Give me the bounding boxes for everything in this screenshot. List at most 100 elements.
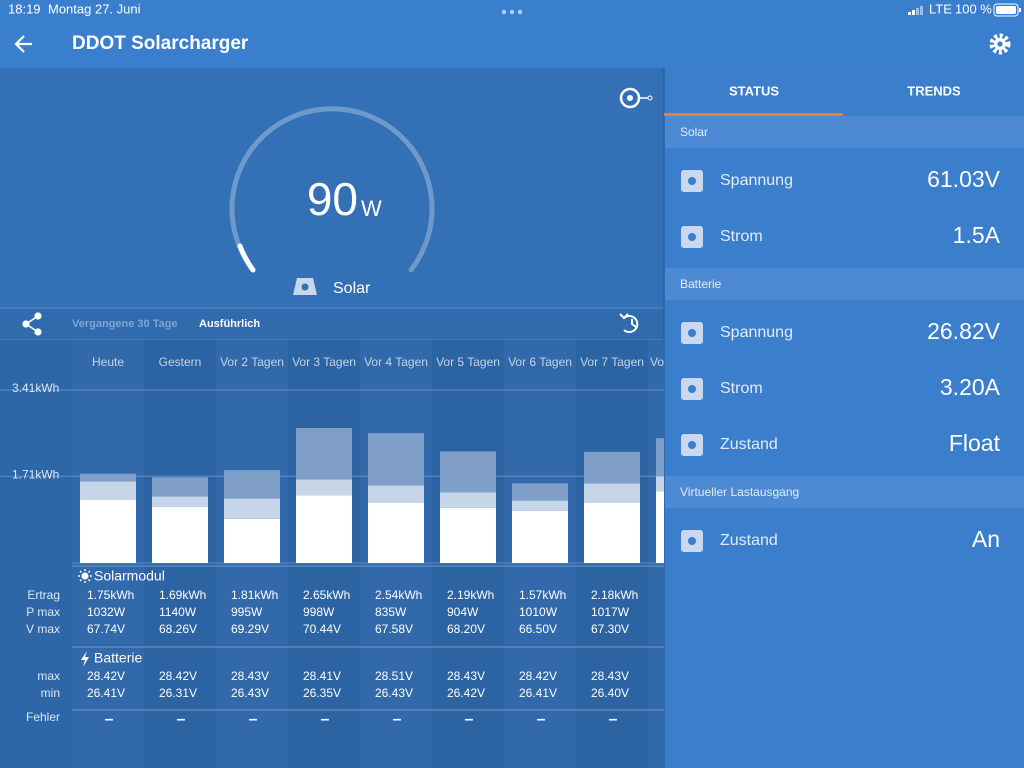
row-value: An <box>972 526 1000 552</box>
row-value: – <box>105 711 114 728</box>
row-value: 26.35V <box>303 686 341 700</box>
row-value: – <box>393 711 402 728</box>
bar-segment <box>368 502 424 563</box>
row-value: 1017W <box>591 605 630 619</box>
network: LTE <box>929 1 952 16</box>
day-label: Heute <box>92 355 124 369</box>
row-value: 1.57kWh <box>519 588 566 602</box>
bar-segment <box>80 473 136 482</box>
back-button[interactable] <box>14 35 32 53</box>
row-value: 68.26V <box>159 622 197 636</box>
row-value: 61.03V <box>927 166 1001 192</box>
row-label: Strom <box>720 228 763 245</box>
section-header <box>665 476 1024 508</box>
row-value: 28.42V <box>519 669 557 683</box>
row-value: 70.44V <box>303 622 341 636</box>
row-value: 28.51V <box>375 669 413 683</box>
bar-segment <box>440 507 496 563</box>
row-value: 835W <box>375 605 407 619</box>
row-label: min <box>41 686 60 700</box>
history-chart: 1.71kWh 3.41kWh Heute Gestern Vor 2 Tagen Vor… <box>0 340 664 768</box>
day-label: Vor 2 Tagen <box>220 355 284 369</box>
section-header <box>665 268 1024 300</box>
multitask-dots <box>501 9 523 15</box>
row-value: 1.5A <box>953 222 1001 248</box>
sun-rays <box>78 569 92 583</box>
row-label: Zustand <box>720 532 778 549</box>
bar-segment <box>152 506 208 563</box>
section-label: Batterie <box>94 650 142 666</box>
date: Montag 27. Juni <box>48 1 141 16</box>
row-value: – <box>177 711 186 728</box>
bar-segment <box>224 518 280 563</box>
row-value: 28.42V <box>87 669 125 683</box>
row-icon <box>681 170 703 192</box>
row-label: max <box>37 669 60 683</box>
row-value: – <box>609 711 618 728</box>
row-label: Spannung <box>720 324 793 341</box>
row-value: 66.50V <box>519 622 557 636</box>
row-icon <box>681 226 703 248</box>
bar-segment <box>296 428 352 480</box>
row-value: 26.40V <box>591 686 629 700</box>
bar-segment <box>656 491 664 563</box>
day-label: Vor 5 Tagen <box>436 355 500 369</box>
tab[interactable]: TRENDS <box>907 83 961 98</box>
row-icon <box>681 530 703 552</box>
row-value: 1.69kWh <box>159 588 206 602</box>
bar-segment <box>224 498 280 519</box>
bar-segment <box>440 451 496 493</box>
section-title: Solar <box>680 125 708 139</box>
bar-segment <box>656 476 664 492</box>
day-label: Vor 4 Tagen <box>364 355 428 369</box>
tab-30-days[interactable]: Vergangene 30 Tage <box>72 318 178 330</box>
section-title: Virtueller Lastausgang <box>680 485 799 499</box>
status-panel <box>664 68 1024 768</box>
bar-segment <box>296 479 352 496</box>
row-value: 26.42V <box>447 686 485 700</box>
bar-segment <box>80 499 136 563</box>
y-tick-label: 3.41kWh <box>12 381 59 395</box>
bar-segment <box>584 451 640 484</box>
gauge-unit: W <box>361 196 382 221</box>
gauge-fill <box>237 243 256 273</box>
row-value: – <box>321 711 330 728</box>
day-label: Vor 3 Tagen <box>292 355 356 369</box>
row-label: V max <box>26 622 60 636</box>
section-label: Solarmodul <box>94 568 165 584</box>
row-label: Strom <box>720 380 763 397</box>
row-label: Zustand <box>720 436 778 453</box>
bar-segment <box>80 481 136 500</box>
settings-button[interactable] <box>989 33 1011 55</box>
connection-icon[interactable] <box>619 87 653 109</box>
share-button[interactable] <box>22 312 42 336</box>
row-icon <box>681 434 703 456</box>
row-value: 2.18kWh <box>591 588 638 602</box>
bar-segment <box>152 496 208 507</box>
bar-segment <box>584 502 640 563</box>
signal-icon <box>908 6 923 15</box>
row-value: 67.74V <box>87 622 125 636</box>
row-value: 67.30V <box>591 622 629 636</box>
tab[interactable]: STATUS <box>729 83 779 98</box>
row-value: 2.65kWh <box>303 588 350 602</box>
section-title: Batterie <box>680 277 722 291</box>
day-label: Vor 7 Tagen <box>580 355 644 369</box>
row-value: 904W <box>447 605 479 619</box>
row-value: Float <box>949 430 1001 456</box>
row-label: P max <box>26 605 60 619</box>
row-value: 2.19kWh <box>447 588 494 602</box>
row-value: 2.54kWh <box>375 588 422 602</box>
icon-dot <box>688 537 696 545</box>
bar-segment <box>152 477 208 497</box>
row-value: 26.43V <box>231 686 269 700</box>
row-label: Ertrag <box>27 588 60 602</box>
y-tick-label: 1.71kWh <box>12 467 59 481</box>
row-value: 26.43V <box>375 686 413 700</box>
history-button[interactable] <box>619 313 639 333</box>
icon-dot <box>688 441 696 449</box>
tab-detailed[interactable]: Ausführlich <box>199 318 260 330</box>
row-value: – <box>465 711 474 728</box>
row-value: 28.43V <box>447 669 485 683</box>
